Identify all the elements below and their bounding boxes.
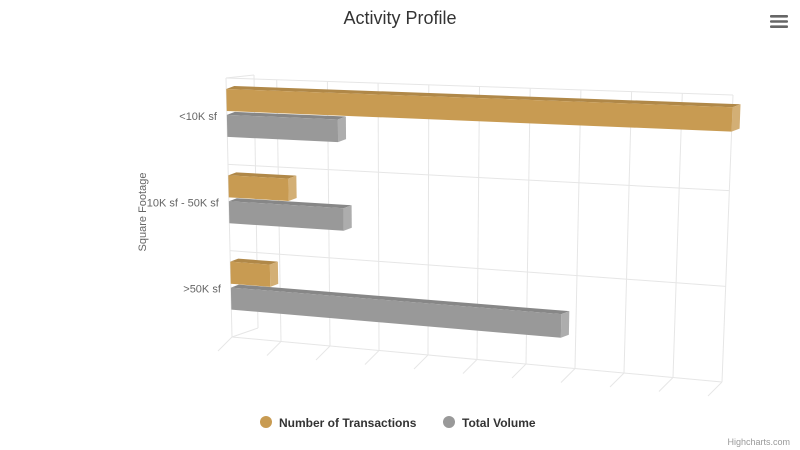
bar-volume-1[interactable] (228, 198, 352, 231)
chart-title: Activity Profile (343, 8, 456, 28)
plot-area (226, 86, 741, 338)
legend: Number of Transactions Total Volume (260, 416, 536, 430)
category-label: 10K sf - 50K sf (147, 197, 220, 209)
category-label: <10K sf (179, 111, 218, 123)
bar-transactions-1[interactable] (228, 172, 297, 201)
bar-volume-2[interactable] (230, 284, 570, 338)
legend-symbol (443, 416, 455, 428)
credits-link[interactable]: Highcharts.com (727, 437, 790, 447)
bar-transactions-2[interactable] (230, 258, 279, 287)
y-axis-title: Square Footage (137, 173, 149, 252)
legend-item-transactions[interactable]: Number of Transactions (260, 416, 417, 430)
menu-button[interactable] (770, 14, 788, 29)
legend-label: Total Volume (462, 416, 536, 430)
category-label: >50K sf (183, 284, 222, 296)
category-labels: <10K sf 10K sf - 50K sf >50K sf (147, 111, 222, 296)
bar-volume-0[interactable] (226, 111, 347, 143)
legend-symbol (260, 416, 272, 428)
bar-transactions-0[interactable] (226, 86, 741, 132)
legend-item-volume[interactable]: Total Volume (443, 416, 536, 430)
legend-label: Number of Transactions (279, 416, 417, 430)
